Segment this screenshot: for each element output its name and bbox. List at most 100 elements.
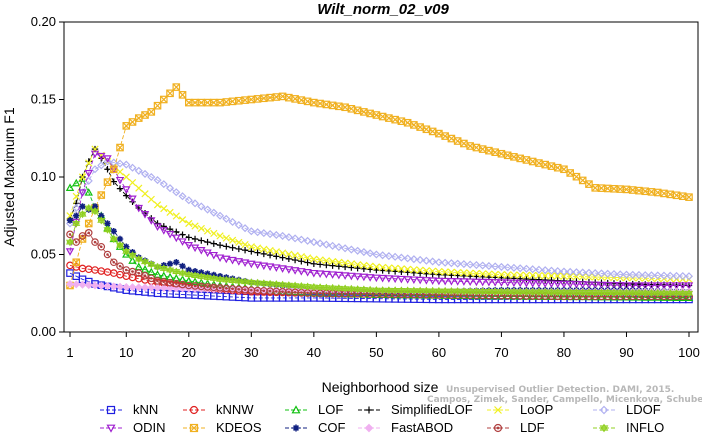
data-point <box>572 281 581 289</box>
data-point <box>147 195 155 203</box>
data-point <box>134 283 143 292</box>
data-point <box>465 278 475 287</box>
data-point <box>353 260 362 269</box>
data-point <box>423 270 430 277</box>
data-point <box>65 183 75 192</box>
data-point <box>454 268 462 277</box>
data-point <box>397 253 406 262</box>
data-point <box>497 262 506 271</box>
data-point <box>291 251 299 260</box>
data-point <box>240 259 250 267</box>
x-tick-label: 60 <box>432 345 446 360</box>
data-point <box>410 266 418 274</box>
data-point <box>391 268 399 275</box>
data-point <box>78 173 87 181</box>
data-point <box>278 231 287 240</box>
data-point <box>90 206 100 216</box>
data-point <box>209 274 218 283</box>
data-point <box>553 280 562 289</box>
data-point <box>172 188 181 197</box>
data-point <box>272 280 281 289</box>
data-point <box>441 258 450 267</box>
data-point <box>253 278 262 287</box>
data-point <box>328 257 337 266</box>
data-point <box>403 286 412 295</box>
data-point <box>378 286 387 295</box>
data-point <box>416 270 424 277</box>
data-point <box>628 282 637 290</box>
data-point <box>78 210 87 219</box>
data-point <box>110 178 117 185</box>
legend-item-odin: ODIN <box>100 420 166 434</box>
data-point <box>160 204 168 213</box>
data-point <box>578 281 587 289</box>
data-point <box>485 146 493 155</box>
data-point <box>260 250 268 258</box>
data-point <box>235 245 243 253</box>
data-point <box>91 203 99 210</box>
data-point <box>522 156 531 164</box>
data-point <box>634 282 644 290</box>
data-point <box>447 286 456 296</box>
y-tick-label: 0.05 <box>31 247 56 262</box>
data-point <box>91 238 99 246</box>
data-point <box>322 270 331 279</box>
data-point <box>234 277 243 286</box>
data-point <box>616 270 625 279</box>
data-point <box>103 282 112 291</box>
data-point <box>197 247 206 255</box>
data-point <box>66 217 74 224</box>
data-point <box>191 235 199 243</box>
data-point <box>391 115 399 124</box>
data-point <box>366 262 374 270</box>
data-point <box>366 109 374 118</box>
data-point <box>353 246 362 255</box>
data-point <box>453 259 462 268</box>
data-point <box>153 262 162 272</box>
data-point <box>172 212 180 220</box>
data-point <box>684 289 694 298</box>
data-point <box>572 172 581 181</box>
data-point <box>459 260 468 269</box>
data-point <box>109 282 118 291</box>
data-point <box>403 254 412 263</box>
legend-label: COF <box>318 420 346 434</box>
legend-marker <box>493 423 503 433</box>
data-point <box>484 278 494 287</box>
series-kdeos <box>66 83 693 290</box>
legend-marker <box>106 424 116 433</box>
data-point <box>90 150 100 159</box>
data-point <box>316 99 324 108</box>
data-point <box>178 192 187 201</box>
data-point <box>591 184 600 192</box>
data-point <box>541 272 549 280</box>
data-point <box>97 281 106 290</box>
data-point <box>297 235 306 244</box>
data-point <box>535 271 543 280</box>
data-point <box>198 237 205 244</box>
data-point <box>428 286 437 295</box>
data-point <box>497 279 506 287</box>
data-point <box>509 279 519 288</box>
data-point <box>672 282 681 290</box>
data-point <box>103 178 112 186</box>
data-point <box>165 265 175 275</box>
data-point <box>297 253 305 261</box>
data-point <box>384 286 393 295</box>
legend-marker <box>291 405 301 414</box>
data-point <box>178 238 187 246</box>
data-point <box>622 288 631 297</box>
data-point <box>185 234 192 241</box>
data-point <box>678 282 687 290</box>
data-point <box>147 217 156 225</box>
data-point <box>447 278 456 286</box>
data-point <box>534 287 544 297</box>
data-point <box>410 121 418 129</box>
data-point <box>522 271 531 279</box>
x-tick-label: 90 <box>619 345 633 360</box>
data-point <box>472 260 481 270</box>
data-point <box>304 259 311 266</box>
data-point <box>522 279 531 288</box>
data-point <box>422 286 431 295</box>
data-point <box>622 270 631 279</box>
